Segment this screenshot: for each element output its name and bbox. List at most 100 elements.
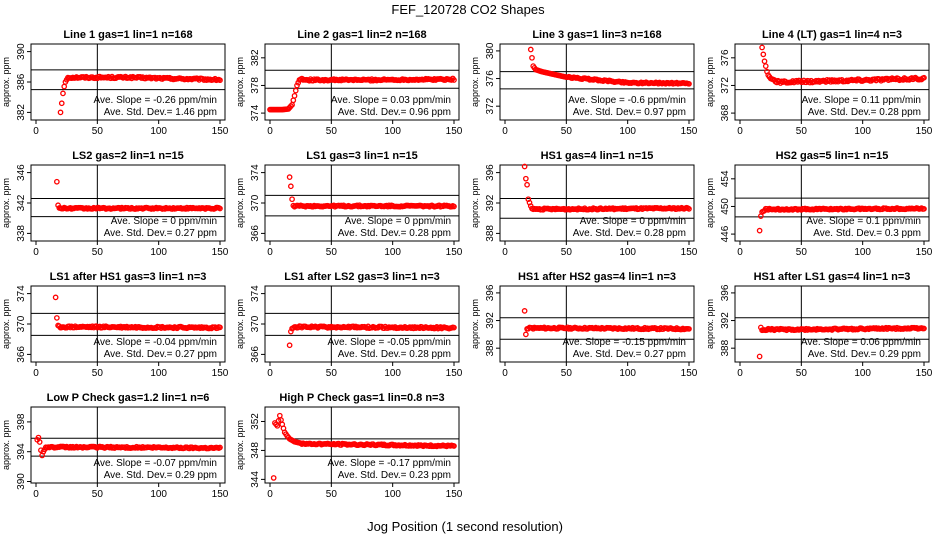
y-tick-label: 396 (485, 284, 496, 301)
data-point (527, 46, 534, 53)
chart-panel: Line 4 (LT) gas=1 lin=4 n=3 approx. ppm 0 5… (705, 29, 933, 137)
data-point (411, 324, 418, 330)
x-tick-label: 100 (854, 126, 871, 137)
y-tick-label: 374 (250, 164, 261, 181)
x-tick-label: 150 (212, 247, 229, 258)
y-tick-label: 370 (250, 194, 261, 211)
y-tick-label: 348 (250, 442, 261, 459)
x-tick-label: 50 (92, 489, 104, 500)
x-tick-label: 0 (33, 368, 39, 379)
data-point (292, 87, 299, 94)
x-tick-label: 150 (681, 368, 698, 379)
stddev-annotation: Ave. Std. Dev.= 0.27 ppm (104, 349, 217, 360)
slope-annotation: Ave. Slope = 0.1 ppm/min (806, 216, 921, 227)
x-tick-label: 100 (384, 489, 401, 500)
plot-frame (734, 43, 930, 121)
data-point (686, 326, 692, 332)
data-point (521, 308, 528, 314)
chart-panel: Low P Check gas=1.2 lin=1 n=6 approx. ppm… (1, 392, 229, 500)
y-axis-label: approx. ppm (235, 178, 245, 228)
x-tick-label: 150 (446, 247, 463, 258)
panel-title: High P Check gas=1 lin=0.8 n=3 (279, 392, 444, 404)
data-point (67, 324, 74, 331)
data-point (529, 54, 535, 61)
plot-frame (264, 406, 460, 484)
slope-annotation: Ave. Slope = -0.17 ppm/min (328, 458, 452, 469)
y-tick-label: 390 (16, 473, 27, 490)
y-tick-label: 450 (720, 198, 731, 215)
x-tick-label: 100 (150, 489, 167, 500)
panel-title: LS1 after LS2 gas=3 lin=1 n=3 (284, 271, 440, 283)
y-tick-label: 446 (720, 225, 731, 242)
y-tick-label: 392 (485, 194, 496, 211)
y-tick-label: 396 (485, 164, 496, 181)
data-point (217, 324, 223, 331)
x-tick-label: 150 (446, 126, 463, 137)
panel-grid: Line 1 gas=1 lin=1 n=168 approx. ppm 0 50 10… (1, 29, 933, 500)
slope-annotation: Ave. Slope = 0.06 ppm/min (801, 337, 921, 348)
stddev-annotation: Ave. Std. Dev.= 0.28 ppm (573, 228, 686, 239)
y-tick-label: 372 (485, 97, 496, 114)
y-tick-label: 366 (250, 346, 261, 363)
data-point (291, 92, 298, 99)
x-tick-label: 50 (326, 489, 338, 500)
y-tick-label: 388 (485, 339, 496, 356)
data-point (60, 90, 66, 97)
x-tick-label: 100 (854, 247, 871, 258)
chart-panel: LS1 after LS2 gas=3 lin=1 n=3 approx. ppm… (235, 271, 463, 379)
x-tick-label: 100 (619, 126, 636, 137)
data-point (214, 325, 221, 331)
x-tick-label: 150 (916, 126, 933, 137)
data-point (762, 63, 769, 69)
y-tick-label: 366 (16, 346, 27, 363)
plot-frame (499, 43, 695, 121)
stddev-annotation: Ave. Std. Dev.= 0.29 ppm (808, 349, 921, 360)
x-tick-label: 0 (33, 247, 39, 258)
y-tick-label: 398 (16, 413, 27, 430)
x-axis-label: Jog Position (1 second resolution) (367, 519, 563, 534)
plot-frame (734, 164, 930, 242)
stddev-annotation: Ave. Std. Dev.= 0.97 ppm (573, 107, 686, 118)
x-tick-label: 50 (326, 368, 338, 379)
y-tick-label: 392 (485, 312, 496, 329)
x-tick-label: 150 (212, 126, 229, 137)
chart-panel: HS1 after LS1 gas=4 lin=1 n=3 approx. ppm… (705, 271, 933, 379)
x-tick-label: 150 (446, 489, 463, 500)
data-point (89, 206, 96, 212)
data-point (274, 422, 281, 429)
y-axis-label: approx. ppm (1, 420, 11, 470)
panel-title: Line 1 gas=1 lin=1 n=168 (63, 29, 192, 41)
x-tick-label: 150 (681, 247, 698, 258)
y-tick-label: 386 (16, 73, 27, 90)
x-tick-label: 150 (916, 247, 933, 258)
stddev-annotation: Ave. Std. Dev.= 1.46 ppm (104, 107, 217, 118)
x-tick-label: 0 (267, 126, 273, 137)
y-tick-label: 390 (16, 43, 27, 60)
x-tick-label: 0 (267, 247, 273, 258)
chart-panel: High P Check gas=1 lin=0.8 n=3 approx. pp… (235, 392, 463, 500)
data-point (761, 58, 768, 65)
figure-title: FEF_120728 CO2 Shapes (391, 2, 545, 17)
y-tick-label: 394 (16, 443, 27, 460)
data-point (521, 163, 528, 170)
panel-title: LS1 gas=3 lin=1 n=15 (306, 150, 418, 162)
chart-panel: LS1 after HS1 gas=3 lin=1 n=3 approx. ppm… (1, 271, 229, 379)
x-tick-label: 50 (92, 368, 104, 379)
panel-title: HS2 gas=5 lin=1 n=15 (776, 150, 889, 162)
data-point (294, 82, 300, 89)
data-point (856, 205, 862, 212)
chart-panel: HS1 gas=4 lin=1 n=15 approx. ppm 0 50 100 150… (470, 150, 698, 258)
data-point (217, 205, 223, 212)
slope-annotation: Ave. Slope = -0.05 ppm/min (328, 337, 452, 348)
data-point (760, 51, 767, 58)
slope-annotation: Ave. Slope = -0.07 ppm/min (94, 458, 218, 469)
y-axis-label: approx. ppm (470, 57, 480, 107)
chart-panel: LS1 gas=3 lin=1 n=15 approx. ppm 0 50 100 150… (235, 150, 463, 258)
panel-title: LS1 after HS1 gas=3 lin=1 n=3 (50, 271, 207, 283)
slope-annotation: Ave. Slope = -0.6 ppm/min (568, 95, 686, 106)
y-tick-label: 388 (485, 225, 496, 242)
y-tick-label: 374 (16, 285, 27, 302)
plot-frame (30, 406, 226, 484)
plot-frame (499, 285, 695, 363)
data-point (170, 325, 177, 332)
